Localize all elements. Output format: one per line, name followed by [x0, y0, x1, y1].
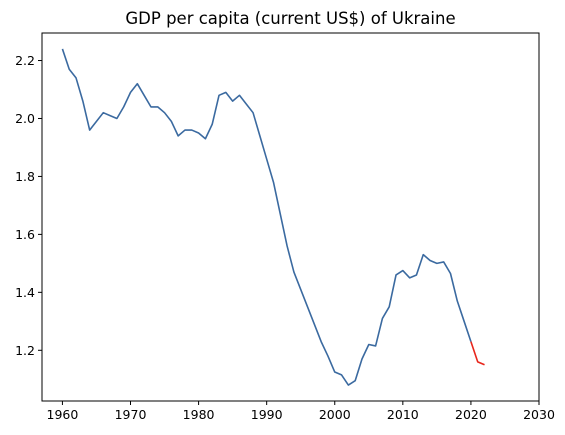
series-line-2 — [470, 341, 485, 366]
x-tick-label: 2010 — [387, 407, 419, 422]
x-tick-label: 1970 — [115, 407, 147, 422]
x-tick-label: 1980 — [183, 407, 215, 422]
x-tick-label: 1960 — [47, 407, 79, 422]
x-tick-label: 1990 — [251, 407, 283, 422]
x-tick-label: 2030 — [523, 407, 555, 422]
y-tick-label: 1.4 — [15, 285, 35, 300]
y-axis: 1.2 1.4 1.6 1.8 2.0 2.2 — [15, 53, 42, 358]
plot-area — [41, 32, 540, 402]
y-tick-label: 2.2 — [15, 53, 35, 68]
y-tick-label: 1.8 — [15, 169, 35, 184]
y-tick-label: 1.2 — [15, 343, 35, 358]
x-axis: 1960 1970 1980 1990 2000 2010 2020 2030 — [47, 401, 555, 422]
x-tick-label: 2000 — [319, 407, 351, 422]
series-line-1 — [61, 48, 472, 386]
x-tick-label: 2020 — [455, 407, 487, 422]
axes-frame — [41, 32, 540, 402]
chart-title: GDP per capita (current US$) of Ukraine — [125, 9, 455, 28]
y-tick-label: 1.6 — [15, 227, 35, 242]
y-tick-label: 2.0 — [15, 111, 35, 126]
series-layer — [61, 48, 485, 386]
